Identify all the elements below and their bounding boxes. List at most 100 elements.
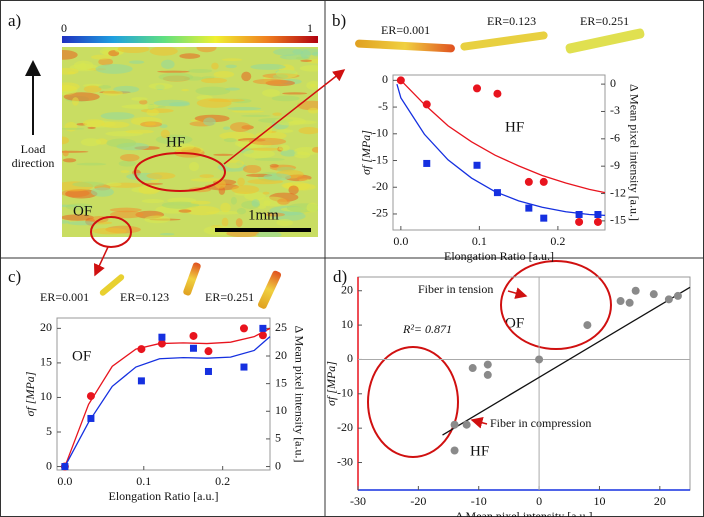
heatmap-blob	[296, 175, 308, 181]
heatmap-blob	[272, 74, 289, 79]
y-tick-label: -10	[337, 386, 353, 400]
y2-tick-label: -12	[610, 185, 626, 199]
annotation: ER=0.251	[205, 290, 254, 304]
heatmap-blob	[223, 126, 231, 130]
annotation: ER=0.001	[381, 23, 430, 37]
y2-axis-label: Δ Mean pixel intensity [a.u.]	[627, 84, 641, 221]
x-axis-label: Δ Mean pixel intensity [a.u.]	[455, 509, 592, 517]
heatmap-blob	[190, 200, 211, 205]
annotation: ER=0.123	[120, 290, 169, 304]
x-tick-label: 0.2	[550, 234, 565, 248]
heatmap-blob	[236, 208, 247, 215]
y2-tick-label: -9	[610, 158, 620, 172]
heatmap-blob	[125, 129, 154, 134]
heatmap-blob	[101, 121, 130, 128]
of-ellipse	[90, 216, 132, 248]
annotation: R²= 0.871	[402, 322, 452, 336]
heatmap-blob	[82, 119, 105, 128]
x-tick-label: 20	[654, 494, 666, 508]
heatmap-blob	[227, 106, 262, 111]
heatmap-blob	[220, 202, 231, 213]
marker	[137, 377, 145, 385]
marker	[189, 344, 197, 352]
hf-ellipse	[367, 346, 459, 458]
heatmap-blob	[240, 114, 271, 117]
y2-tick-label: 15	[275, 375, 287, 389]
marker	[631, 286, 640, 295]
of-label: OF	[73, 203, 92, 219]
heatmap-blob	[83, 85, 102, 93]
heatmap-blob	[272, 112, 282, 116]
heatmap-blob	[62, 220, 70, 224]
heatmap-blob	[277, 198, 290, 205]
heatmap-blob	[221, 58, 243, 62]
heatmap-blob	[72, 181, 105, 188]
plot-frame	[357, 276, 691, 491]
heatmap-blob	[146, 108, 159, 117]
heatmap-blob	[195, 86, 231, 96]
heatmap-blob	[146, 172, 176, 180]
heatmap-blob	[159, 124, 168, 129]
marker	[594, 211, 602, 218]
annotation: ER=0.001	[40, 290, 89, 304]
x-tick-label: -10	[471, 494, 487, 508]
marker	[189, 331, 198, 340]
heatmap-blob	[62, 50, 78, 60]
heatmap-blob	[65, 189, 98, 199]
heatmap-blob	[306, 202, 318, 213]
heatmap-blob	[187, 68, 213, 73]
x-tick-label: -30	[350, 494, 366, 508]
heatmap-blob	[288, 185, 299, 195]
y2-tick-label: -15	[610, 213, 626, 227]
heatmap-blob	[263, 173, 292, 181]
heatmap-blob	[144, 122, 157, 126]
scalebar-label: 1mm	[248, 207, 279, 223]
heatmap-blob	[184, 205, 220, 216]
heatmap-blob	[237, 177, 245, 186]
heatmap-blob	[159, 233, 175, 236]
heatmap-blob	[196, 47, 217, 53]
x-tick-label: 0.0	[393, 234, 408, 248]
heatmap-blob	[225, 87, 240, 91]
heatmap-blob	[62, 82, 80, 91]
y-tick-label: 10	[40, 389, 52, 403]
arrow	[93, 246, 109, 277]
heatmap-blob	[249, 147, 284, 151]
marker	[462, 420, 471, 429]
load-label: direction	[12, 156, 55, 170]
heatmap-blob	[121, 104, 159, 109]
panel-label: d)	[333, 267, 347, 286]
heatmap-blob	[224, 159, 245, 169]
heatmap-blob	[141, 198, 165, 204]
heatmap-blob	[263, 200, 271, 206]
y-axis-label: σf [MPa]	[324, 361, 338, 406]
heatmap-blob	[102, 90, 123, 96]
annotation: Fiber in tension	[418, 282, 493, 296]
heatmap-blob	[160, 129, 170, 139]
heatmap-blob	[149, 47, 178, 56]
marker	[616, 297, 625, 306]
y-tick-label: 0	[46, 458, 52, 472]
heatmap-blob	[118, 160, 136, 167]
heatmap-blob	[120, 153, 140, 162]
heatmap-blob	[76, 162, 107, 166]
heatmap-blob	[91, 54, 113, 60]
heatmap-blob	[92, 227, 127, 235]
load-label: Load	[21, 142, 46, 156]
heatmap-blob	[213, 71, 235, 78]
heatmap-blob	[109, 207, 142, 213]
heatmap-blob	[95, 63, 133, 74]
heatmap-blob	[203, 117, 216, 126]
heatmap-blob	[62, 136, 70, 145]
heatmap-blob	[219, 131, 255, 141]
heatmap-blob	[144, 215, 171, 224]
marker	[649, 290, 658, 299]
heatmap-blob	[181, 88, 190, 92]
fiber-image	[183, 262, 201, 296]
heatmap-blob	[148, 83, 173, 90]
heatmap-blob	[106, 138, 137, 148]
heatmap-blob	[178, 209, 192, 213]
fiber-image	[565, 28, 645, 54]
marker	[137, 345, 146, 354]
heatmap-blob	[225, 64, 237, 69]
